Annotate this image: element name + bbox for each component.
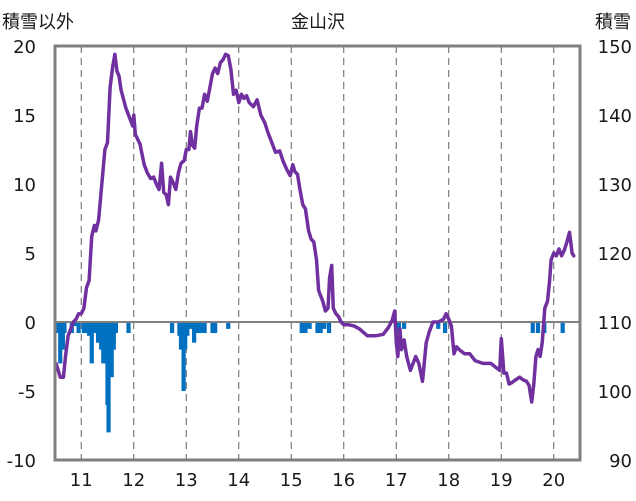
bar [181,322,186,391]
bar [113,322,118,334]
right-y-ticks: 150 140 130 120 110 100 90 [598,37,632,472]
bar [436,322,441,329]
left-y-tick-label: -10 [7,451,36,472]
bar [62,322,67,334]
chart-title: 金山沢 [291,12,345,33]
right-y-tick-label: 110 [598,313,632,334]
bar [169,322,175,334]
x-tick-label: 14 [227,470,250,491]
bar [307,322,312,329]
bar [198,322,204,334]
bar [185,322,190,336]
x-tick-label: 16 [332,470,355,491]
x-ticks: 11 12 13 14 15 16 17 18 19 20 [70,470,565,491]
x-tick-label: 20 [542,470,565,491]
bar [101,322,106,364]
bar [299,322,304,334]
x-tick-label: 13 [175,470,198,491]
bar [81,322,86,334]
right-y-tick-label: 140 [598,106,632,127]
left-y-ticks: 20 15 10 5 0 -5 -10 [7,37,36,472]
gridlines [80,46,555,460]
bar [87,322,92,336]
bar [226,322,231,329]
bar-series [55,322,565,433]
bar [95,322,101,343]
bar [195,322,200,334]
left-y-tick-label: 0 [25,313,36,334]
bar [126,322,131,334]
left-y-tick-label: 10 [13,175,36,196]
bar [315,322,320,334]
bar [60,322,65,350]
bar [192,322,197,343]
bar [322,322,327,329]
bar [84,322,89,334]
bar [210,322,215,334]
x-tick-label: 18 [437,470,460,491]
bar [442,322,448,334]
x-tick-label: 11 [70,470,93,491]
bar [530,322,535,334]
bar [76,322,81,334]
bar [92,322,97,334]
right-axis-label: 積雪 [595,12,631,33]
left-axis-label: 積雪以外 [2,12,74,33]
bar [202,322,207,334]
bar [535,322,541,334]
bar [560,322,565,334]
bar [326,322,332,334]
bar [402,322,407,329]
x-tick-label: 12 [122,470,145,491]
right-y-tick-label: 120 [598,244,632,265]
bar [106,322,111,433]
left-y-tick-label: 15 [13,106,36,127]
left-y-tick-label: 20 [13,37,36,58]
bar [188,322,193,329]
bar [111,322,116,350]
bar [318,322,323,334]
line-series [54,52,576,404]
right-y-tick-label: 130 [598,175,632,196]
bar [73,322,79,327]
x-tick-label: 17 [385,470,408,491]
x-tick-label: 19 [490,470,513,491]
bar [213,322,218,334]
bar [89,322,94,364]
left-y-tick-label: 5 [25,244,36,265]
left-y-tick-label: -5 [18,382,36,403]
x-tick-label: 15 [280,470,303,491]
bar [303,322,308,334]
bar [55,322,60,334]
right-y-tick-label: 150 [598,37,632,58]
bar [58,322,63,364]
right-y-tick-label: 90 [609,451,632,472]
right-y-tick-label: 100 [598,382,632,403]
plot-frame [53,44,582,462]
